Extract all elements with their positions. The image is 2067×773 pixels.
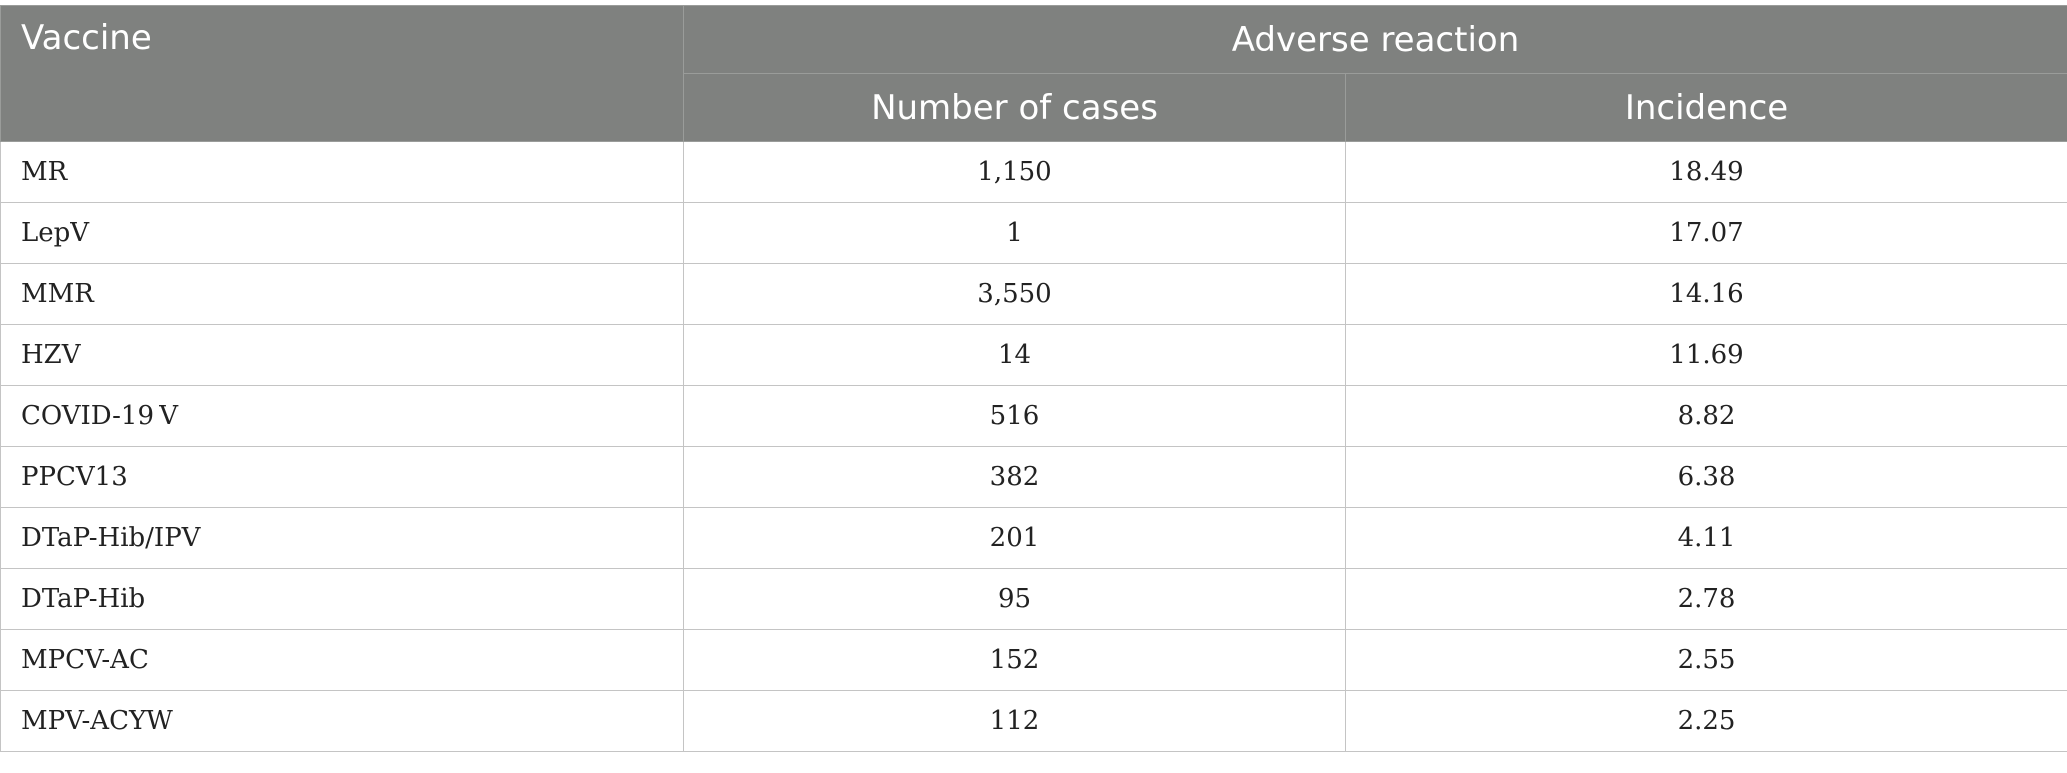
table-header: Vaccine Adverse reaction Number of cases…	[0, 5, 2067, 142]
incidence-cell: 2.78	[1344, 568, 2067, 630]
header-row-top: Vaccine Adverse reaction	[0, 5, 2067, 142]
cases-cell: 112	[683, 690, 1346, 752]
cases-cell: 14	[683, 324, 1346, 386]
cases-cell: 152	[683, 629, 1346, 691]
header-row-sub: Number of cases Incidence	[1, 73, 2067, 142]
header-adverse-reaction: Adverse reaction	[682, 5, 2067, 74]
table-row: HZV 14 11.69	[0, 324, 2067, 386]
vaccine-cell: DTaP-Hib	[0, 568, 684, 630]
incidence-cell: 17.07	[1344, 202, 2067, 264]
vaccine-cell: LepV	[0, 202, 684, 264]
vaccine-cell: COVID-19 V	[0, 385, 684, 447]
incidence-cell: 14.16	[1344, 263, 2067, 325]
table-row: DTaP-Hib 95 2.78	[0, 568, 2067, 630]
incidence-cell: 2.25	[1344, 690, 2067, 752]
incidence-cell: 11.69	[1344, 324, 2067, 386]
cases-cell: 516	[683, 385, 1346, 447]
incidence-cell: 2.55	[1344, 629, 2067, 691]
header-incidence: Incidence	[1344, 73, 2067, 142]
header-number-of-cases: Number of cases	[683, 73, 1346, 142]
vaccine-cell: DTaP-Hib/IPV	[0, 507, 684, 569]
cases-cell: 1,150	[683, 141, 1346, 203]
table-row: PPCV13 382 6.38	[0, 446, 2067, 508]
vaccine-cell: MMR	[0, 263, 684, 325]
incidence-cell: 6.38	[1344, 446, 2067, 508]
table-body: MR 1,150 18.49 LepV 1 17.07 MMR 3,550 14…	[0, 141, 2067, 752]
header-vaccine: Vaccine	[0, 5, 684, 142]
table-row: MPV-ACYW 112 2.25	[0, 690, 2067, 752]
adverse-reaction-table: Vaccine Adverse reaction Number of cases…	[0, 5, 2067, 752]
cases-cell: 3,550	[683, 263, 1346, 325]
cases-cell: 95	[683, 568, 1346, 630]
incidence-cell: 18.49	[1344, 141, 2067, 203]
cases-cell: 201	[683, 507, 1346, 569]
vaccine-cell: PPCV13	[0, 446, 684, 508]
vaccine-cell: HZV	[0, 324, 684, 386]
table-row: MPCV-AC 152 2.55	[0, 629, 2067, 691]
vaccine-cell: MPCV-AC	[0, 629, 684, 691]
table-row: COVID-19 V 516 8.82	[0, 385, 2067, 447]
incidence-cell: 4.11	[1344, 507, 2067, 569]
table-row: MMR 3,550 14.16	[0, 263, 2067, 325]
vaccine-cell: MPV-ACYW	[0, 690, 684, 752]
table-row: LepV 1 17.07	[0, 202, 2067, 264]
table-row: MR 1,150 18.49	[0, 141, 2067, 203]
cases-cell: 1	[683, 202, 1346, 264]
vaccine-cell: MR	[0, 141, 684, 203]
incidence-cell: 8.82	[1344, 385, 2067, 447]
table-row: DTaP-Hib/IPV 201 4.11	[0, 507, 2067, 569]
cases-cell: 382	[683, 446, 1346, 508]
